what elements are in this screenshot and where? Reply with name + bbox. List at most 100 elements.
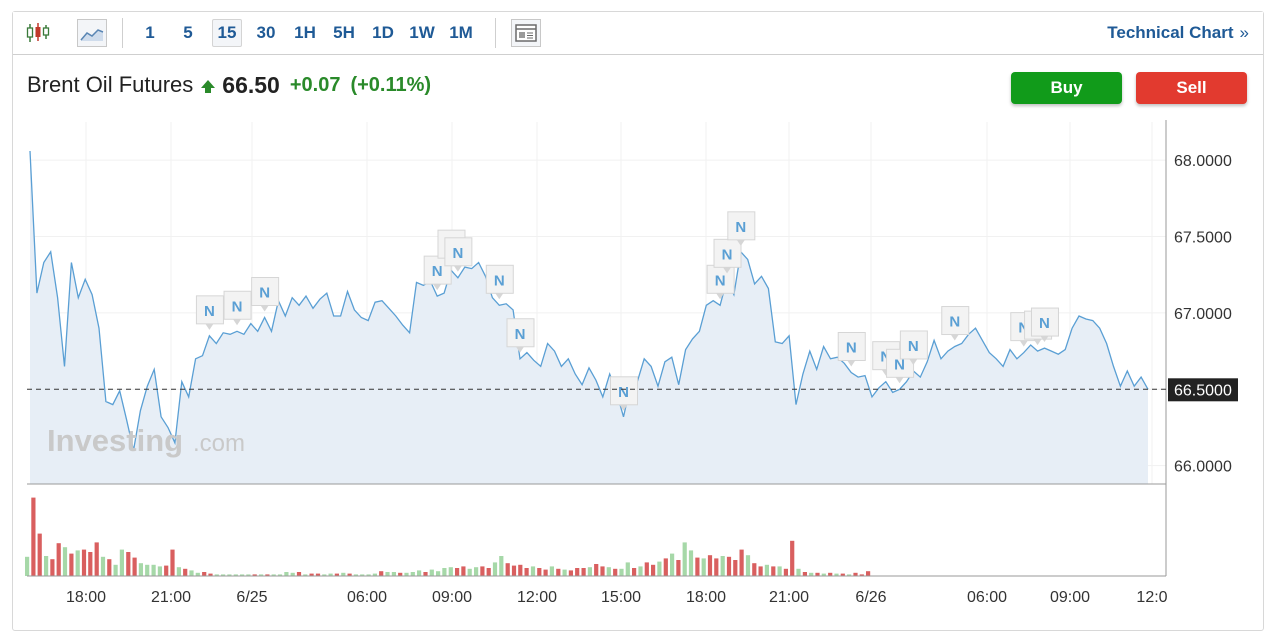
volume-bar (720, 556, 725, 576)
volume-bar (50, 559, 55, 576)
volume-bar (290, 572, 295, 576)
news-marker[interactable]: N (1030, 307, 1059, 343)
volume-bar (714, 558, 719, 576)
x-tick-label: 15:00 (601, 589, 641, 606)
price-area (29, 150, 1149, 484)
news-marker[interactable]: N (506, 318, 535, 353)
volume-bar (132, 557, 137, 576)
news-marker[interactable]: N (837, 331, 866, 367)
up-arrow-icon (201, 80, 216, 93)
interval-1w[interactable]: 1W (409, 23, 435, 42)
volume-bar (556, 568, 561, 576)
x-tick-label: 6/26 (855, 589, 886, 606)
news-marker-label: N (735, 219, 746, 236)
volume-bar (265, 574, 270, 576)
volume-bar (758, 566, 763, 576)
volume-bar (170, 549, 175, 576)
price-chart[interactable]: Investing .com 68.0000 67.5000 67.0000 66.5… (0, 0, 1280, 618)
news-marker-label: N (846, 339, 857, 356)
volume-bar (657, 561, 662, 576)
volume-bar (429, 569, 434, 576)
volume-bar (771, 566, 776, 576)
interval-1d[interactable]: 1D (372, 23, 394, 42)
volume-bar (809, 572, 814, 576)
volume-bar (474, 567, 479, 576)
volume-bar (164, 565, 169, 576)
interval-30[interactable]: 30 (256, 23, 276, 42)
volume-bar (448, 567, 453, 576)
price-change: +0.07 (289, 73, 341, 96)
volume-bar (44, 556, 49, 576)
volume-bar (549, 566, 554, 576)
volume-bar (600, 566, 605, 576)
volume-bar (372, 573, 377, 576)
x-tick-label: 06:00 (347, 589, 387, 606)
volume-bar (398, 572, 403, 576)
volume-bar (619, 568, 624, 576)
news-marker[interactable]: N (251, 277, 280, 312)
volume-bar (56, 543, 61, 576)
news-marker[interactable]: N (195, 295, 224, 330)
volume-bar (303, 574, 308, 576)
area-chart-icon[interactable] (77, 19, 107, 47)
news-marker[interactable]: N (706, 264, 735, 300)
price-series-line (29, 150, 1149, 451)
technical-chart-link[interactable]: Technical Chart » (1107, 23, 1249, 43)
news-marker[interactable]: N (941, 306, 970, 341)
x-tick-label: 12:0 (1136, 589, 1167, 606)
technical-chart-label: Technical Chart (1107, 23, 1234, 42)
interval-1m[interactable]: 1M (449, 23, 473, 42)
news-marker-label: N (452, 245, 463, 262)
interval-5[interactable]: 5 (183, 23, 193, 42)
candlestick-icon[interactable] (24, 19, 54, 47)
y-tick-label: 67.5000 (1174, 230, 1232, 247)
interval-15[interactable]: 15 (212, 19, 242, 47)
news-marker-label: N (232, 298, 243, 315)
y-tick-label: 67.0000 (1174, 306, 1232, 323)
volume-bar (410, 572, 415, 576)
volume-bar (322, 574, 327, 576)
news-marker[interactable]: N (610, 376, 639, 411)
news-marker-label: N (515, 326, 526, 343)
volume-bar (840, 573, 845, 576)
volume-bar (764, 564, 769, 576)
news-marker[interactable]: N (444, 237, 473, 272)
volume-bar (246, 574, 251, 576)
volume-bar (562, 569, 567, 576)
interval-1[interactable]: 1 (145, 23, 155, 42)
volume-bar (790, 540, 795, 576)
news-marker[interactable]: N (485, 264, 514, 300)
news-marker-label: N (1039, 315, 1050, 332)
volume-bar (385, 572, 390, 576)
volume-bar (151, 564, 156, 576)
volume-bar (670, 553, 675, 576)
news-marker[interactable]: N (223, 290, 252, 326)
volume-bar (138, 563, 143, 576)
volume-bar (821, 573, 826, 576)
x-tick-label: 12:00 (517, 589, 557, 606)
buy-button[interactable]: Buy (1011, 72, 1122, 104)
volume-bar (853, 572, 858, 576)
last-price: 66.50 (222, 71, 280, 98)
news-marker[interactable]: N (899, 330, 928, 365)
volume-bar (543, 569, 548, 576)
volume-bar (726, 556, 732, 576)
volume-bar (113, 564, 118, 576)
volume-bar (499, 556, 504, 576)
sell-button[interactable]: Sell (1136, 72, 1247, 104)
toolbar-divider (495, 18, 496, 48)
current-price-label-bg (1168, 378, 1238, 402)
volume-bar (632, 568, 637, 576)
interval-1h[interactable]: 1H (294, 23, 316, 42)
layout-icon[interactable] (511, 19, 541, 47)
volume-bar (391, 572, 396, 576)
volume-bar (511, 565, 517, 576)
volume-bar (530, 566, 536, 576)
volume-bar (62, 547, 68, 576)
interval-5h[interactable]: 5H (333, 23, 355, 42)
volume-bar (259, 574, 264, 576)
volume-bar (581, 568, 586, 576)
news-marker[interactable]: N (727, 211, 756, 246)
volume-bar (676, 560, 681, 576)
volume-bar (828, 572, 833, 576)
